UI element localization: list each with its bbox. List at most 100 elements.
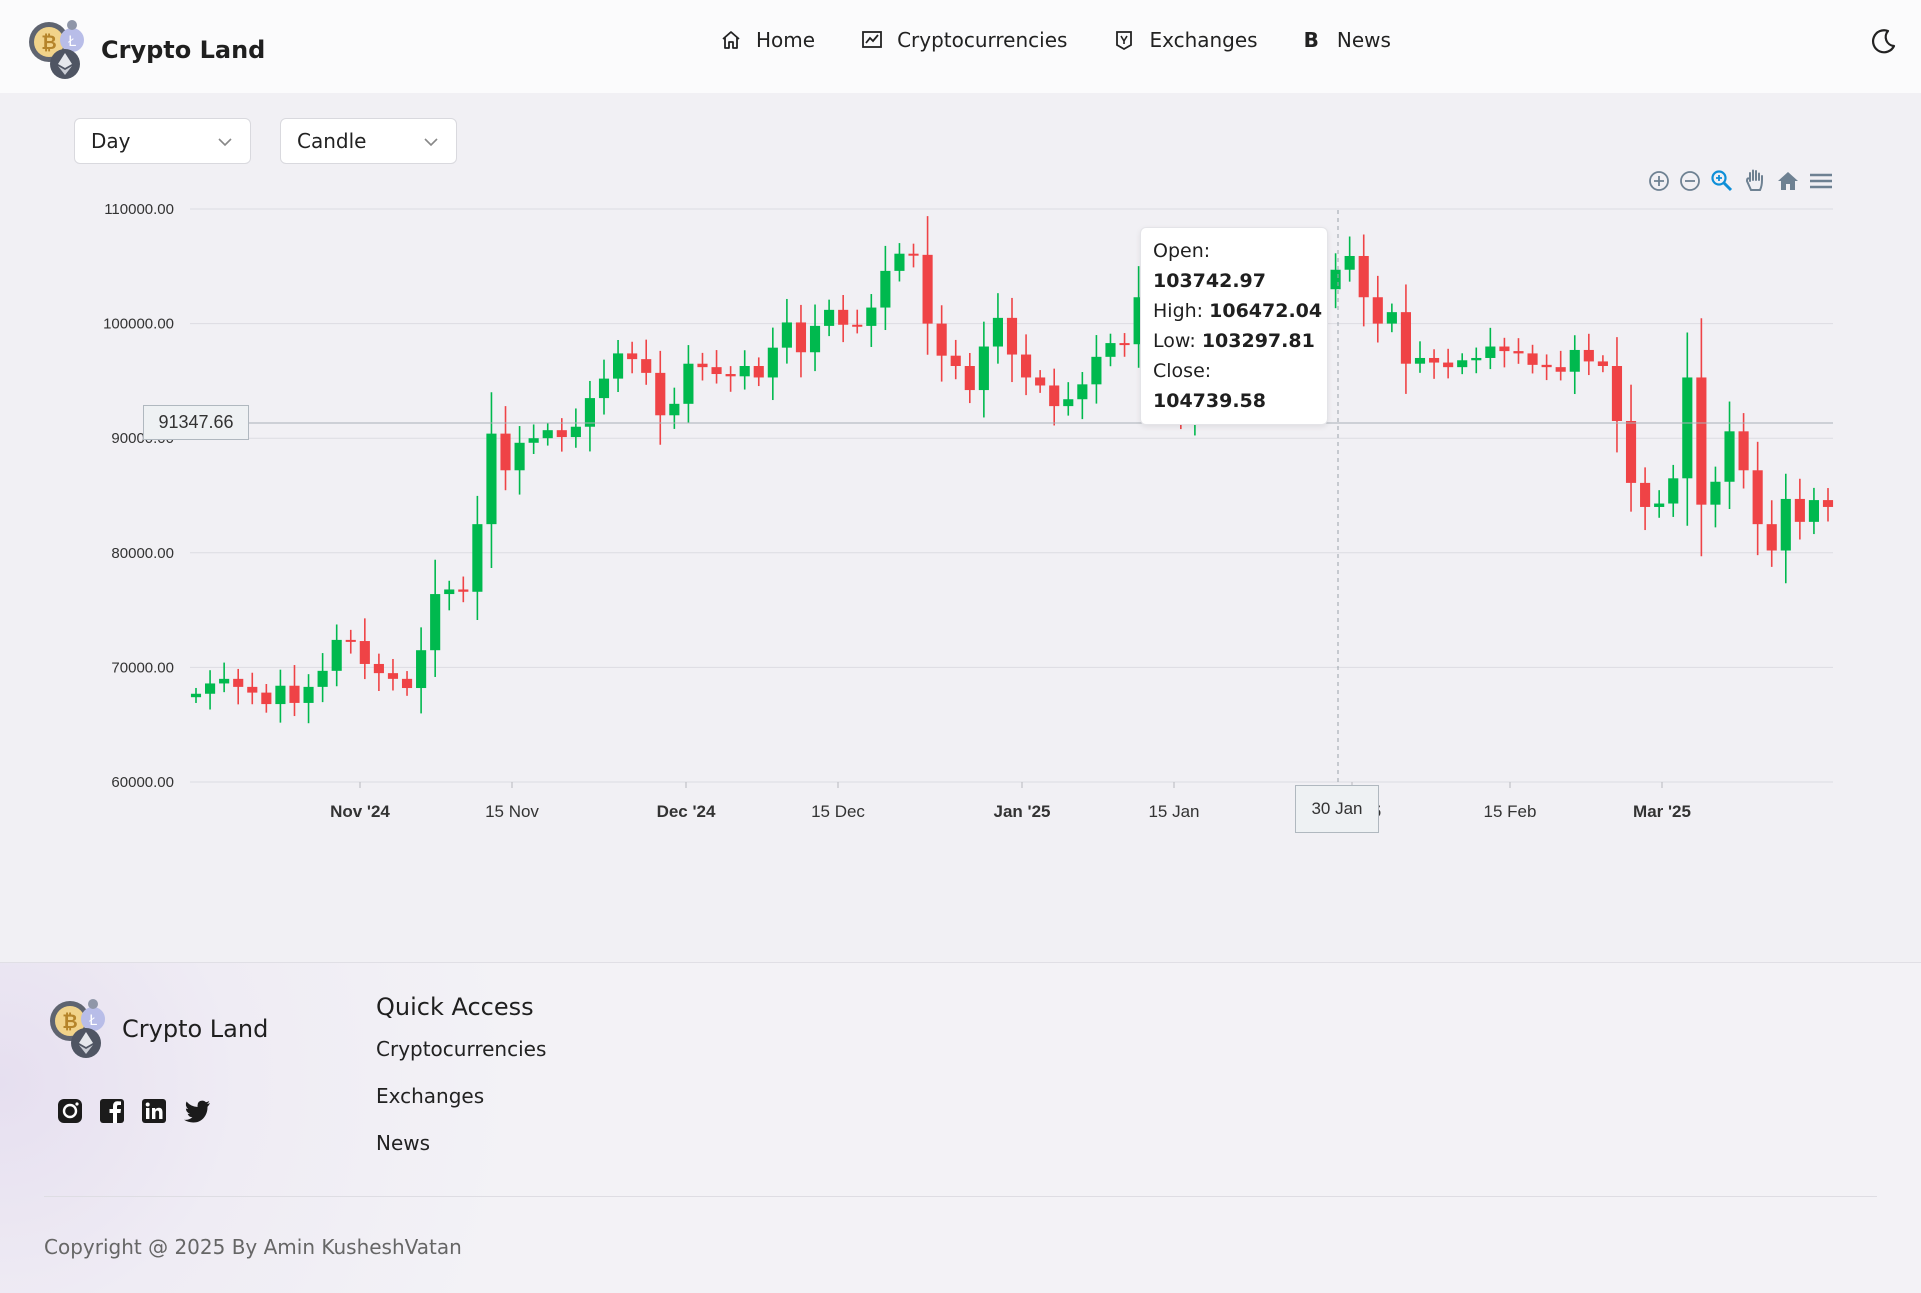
- candle-body: [331, 639, 342, 671]
- zoom-select-button[interactable]: [1710, 169, 1734, 193]
- facebook-link[interactable]: [98, 1097, 126, 1125]
- candle-body: [1654, 503, 1665, 507]
- candle-body: [1780, 498, 1791, 551]
- brand-logo-link[interactable]: ₿ Ł Crypto Land: [27, 18, 265, 82]
- chart-menu-button[interactable]: [1809, 171, 1833, 191]
- svg-text:₿: ₿: [62, 1011, 77, 1033]
- candle-body: [430, 594, 441, 651]
- main-nav: Home Cryptocurrencies Exchanges B News: [720, 28, 1437, 52]
- tooltip-open-label: Open:: [1153, 240, 1211, 262]
- candle: [922, 216, 933, 355]
- candle: [1133, 266, 1144, 368]
- footer-link-exchanges[interactable]: Exchanges: [376, 1084, 485, 1108]
- candle-body: [1035, 377, 1046, 386]
- candle: [1049, 368, 1060, 426]
- candle: [894, 243, 905, 282]
- candle-body: [584, 398, 595, 427]
- x-tick-label: 15 Nov: [485, 802, 539, 821]
- candle-body: [387, 673, 399, 679]
- candle-body: [739, 366, 750, 377]
- nav-exchanges[interactable]: Exchanges: [1113, 28, 1258, 52]
- candle-body: [964, 366, 975, 391]
- candle-body: [669, 403, 680, 416]
- candle-body: [1091, 356, 1102, 385]
- candle: [458, 576, 469, 603]
- footer-brand-name: Crypto Land: [122, 1015, 269, 1043]
- chart-gridlines: [190, 208, 1833, 783]
- candle-body: [767, 347, 778, 378]
- chart-type-select-value: Candle: [297, 129, 367, 153]
- candle: [373, 653, 384, 692]
- candle: [739, 350, 750, 390]
- moon-icon: [1871, 29, 1896, 54]
- crosshair-date-label: 30 Jan: [1295, 785, 1379, 833]
- candle-body: [1485, 346, 1496, 358]
- candle: [1035, 370, 1046, 393]
- nav-cryptocurrencies-label: Cryptocurrencies: [897, 28, 1068, 52]
- candle-body: [1414, 357, 1426, 364]
- candle-body: [1513, 351, 1524, 354]
- candle-body: [345, 639, 356, 642]
- candle-body: [598, 378, 610, 399]
- candle-body: [472, 524, 483, 592]
- zoom-select-icon: [1711, 170, 1733, 192]
- candle-body: [1471, 357, 1482, 361]
- zoom-out-button[interactable]: [1679, 170, 1701, 192]
- candle-body: [486, 433, 497, 525]
- candle-body: [725, 374, 736, 377]
- candle-body: [373, 663, 384, 674]
- candle: [1541, 354, 1552, 381]
- candle: [1119, 333, 1130, 357]
- nav-home[interactable]: Home: [720, 28, 815, 52]
- candle: [1597, 355, 1608, 373]
- candle-body: [697, 363, 708, 368]
- candle: [416, 627, 427, 714]
- candle: [613, 339, 624, 393]
- candle-body: [1640, 482, 1651, 507]
- candle: [345, 629, 356, 654]
- candle-body: [444, 589, 455, 595]
- interval-select[interactable]: Day: [74, 118, 251, 164]
- candle: [1640, 467, 1651, 531]
- linkedin-link[interactable]: [140, 1097, 168, 1125]
- zoom-in-button[interactable]: [1648, 170, 1670, 192]
- candle-body: [613, 353, 624, 379]
- tooltip-low-label: Low:: [1153, 330, 1196, 352]
- twitter-link[interactable]: [182, 1097, 212, 1125]
- candle-body: [655, 372, 666, 416]
- candle-body: [1625, 421, 1637, 483]
- instagram-link[interactable]: [56, 1097, 84, 1125]
- tooltip-close-row: Close: 104739.58: [1153, 356, 1327, 416]
- nav-cryptocurrencies[interactable]: Cryptocurrencies: [861, 28, 1067, 52]
- candle: [233, 668, 244, 705]
- candle-body: [289, 685, 300, 703]
- tooltip-high-row: High: 106472.04: [1153, 296, 1327, 326]
- tooltip-close-value: 104739.58: [1153, 390, 1266, 412]
- candle-body: [1710, 481, 1721, 505]
- reset-zoom-button[interactable]: [1776, 170, 1800, 192]
- candle-body: [641, 359, 652, 373]
- candle-body: [514, 442, 525, 471]
- candle: [1344, 236, 1355, 282]
- candle: [1457, 353, 1468, 375]
- candle: [1527, 344, 1538, 374]
- price-candlestick-chart[interactable]: 110000.00100000.0090000.0080000.0070000.…: [0, 160, 1921, 860]
- candle-body: [1330, 269, 1341, 290]
- chart-type-select[interactable]: Candle: [280, 118, 457, 164]
- footer-brand[interactable]: ₿ Ł Crypto Land: [48, 997, 268, 1061]
- pan-button[interactable]: [1743, 168, 1767, 194]
- chevron-down-icon: [424, 138, 438, 147]
- candle-body: [936, 323, 947, 356]
- nav-news[interactable]: B News: [1304, 28, 1391, 52]
- candle: [1429, 349, 1440, 379]
- candle-body: [247, 686, 258, 693]
- footer-link-news[interactable]: News: [376, 1131, 431, 1155]
- footer-link-cryptocurrencies[interactable]: Cryptocurrencies: [376, 1037, 547, 1061]
- tooltip-high-value: 106472.04: [1209, 300, 1323, 322]
- x-tick-label: Dec '24: [657, 802, 716, 821]
- candle: [444, 580, 455, 611]
- candle-body: [1429, 357, 1440, 363]
- theme-toggle-button[interactable]: [1868, 27, 1898, 61]
- candle: [711, 350, 722, 384]
